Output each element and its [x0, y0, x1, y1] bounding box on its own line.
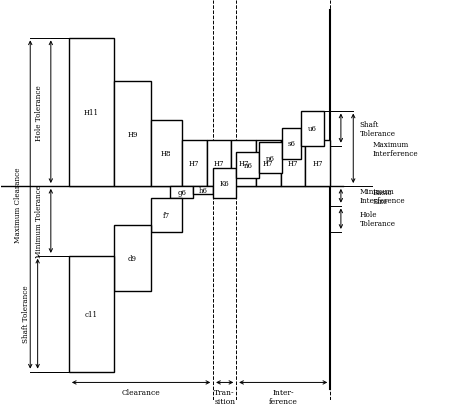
Bar: [150, 198, 182, 232]
Bar: [114, 82, 150, 187]
Bar: [236, 153, 259, 179]
Text: K6: K6: [219, 180, 229, 188]
Bar: [259, 143, 282, 173]
Bar: [170, 187, 193, 198]
Text: g6: g6: [177, 189, 186, 196]
Text: Minimum
Interference: Minimum Interference: [359, 188, 404, 205]
Text: H7: H7: [188, 160, 199, 168]
Bar: [150, 121, 182, 187]
Bar: [282, 129, 300, 159]
Text: Basic
Size: Basic Size: [371, 189, 391, 206]
Bar: [182, 141, 206, 187]
Text: H7: H7: [287, 160, 298, 168]
Bar: [114, 226, 150, 291]
Text: Shaft
Tolerance: Shaft Tolerance: [359, 120, 395, 137]
Text: H8: H8: [161, 150, 171, 158]
Bar: [193, 187, 212, 194]
Text: Hole Tolerance: Hole Tolerance: [35, 85, 43, 140]
Text: c11: c11: [85, 310, 98, 318]
Text: Maximum Clearance: Maximum Clearance: [14, 167, 22, 243]
Text: n6: n6: [243, 162, 252, 170]
Text: H9: H9: [127, 130, 137, 138]
Bar: [69, 38, 114, 187]
Bar: [206, 141, 231, 187]
Text: Hole
Tolerance: Hole Tolerance: [359, 211, 395, 228]
Text: d9: d9: [128, 254, 136, 262]
Bar: [300, 111, 323, 146]
Text: H7: H7: [213, 160, 224, 168]
Text: H7: H7: [263, 160, 273, 168]
Text: p6: p6: [266, 154, 275, 162]
Text: u6: u6: [307, 125, 316, 133]
Text: Tran-
sition: Tran- sition: [214, 388, 235, 405]
Bar: [305, 141, 329, 187]
Text: H7: H7: [238, 160, 248, 168]
Text: s6: s6: [287, 140, 295, 148]
Bar: [69, 256, 114, 372]
Text: Clearance: Clearance: [121, 388, 160, 396]
Bar: [280, 141, 305, 187]
Text: h6: h6: [198, 187, 207, 194]
Text: Shaft Tolerance: Shaft Tolerance: [22, 285, 30, 343]
Bar: [255, 141, 280, 187]
Bar: [212, 169, 236, 198]
Text: H7: H7: [312, 160, 322, 168]
Text: H11: H11: [84, 108, 99, 117]
Text: Minimum Tolerance: Minimum Tolerance: [35, 185, 43, 258]
Text: f7: f7: [162, 211, 169, 219]
Bar: [231, 141, 255, 187]
Text: Inter-
ference: Inter- ference: [268, 388, 297, 405]
Text: Maximum
Interference: Maximum Interference: [371, 140, 417, 157]
